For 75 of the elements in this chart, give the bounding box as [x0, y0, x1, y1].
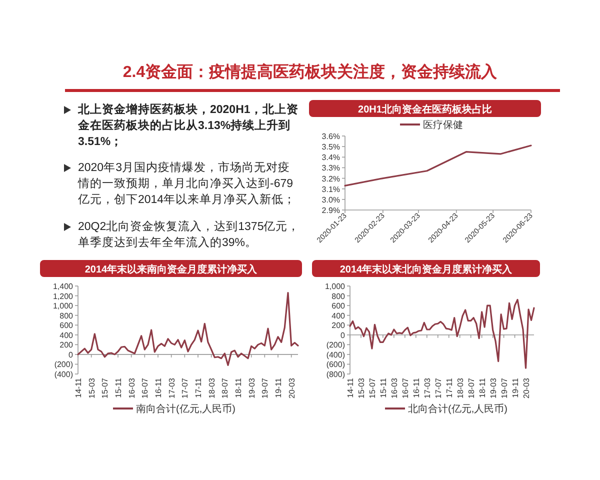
- y-tick-label: 800: [332, 292, 346, 301]
- y-tick-label: (200): [54, 360, 74, 370]
- x-tick-label: 19-11: [274, 377, 283, 398]
- chart-title: 2014年末以来北向资金月度累计净买入: [340, 264, 514, 276]
- y-tick-label: 1,000: [324, 282, 346, 291]
- x-tick-label: 16-07: [400, 377, 410, 398]
- x-tick-label: 16-03: [390, 377, 399, 398]
- chart-title: 2014年末以来南向资金月度累计净买入: [84, 264, 258, 276]
- text: 2020年3月国内疫情爆发，市场尚无对疫情的一致预期，单月北向净买入达到-679亿元，创下2014年以来单月净买入新低；: [78, 162, 296, 206]
- legend-label: 北向合计(亿元,人民币): [408, 403, 508, 415]
- x-tick-label: 15-07: [100, 377, 110, 398]
- x-tick-label: 14-11: [74, 377, 83, 398]
- x-tick-label: 18-07: [466, 377, 476, 398]
- y-tick-label: 3.0%: [322, 195, 340, 204]
- y-tick-label: 400: [60, 330, 74, 340]
- y-tick-label: 200: [332, 321, 346, 330]
- y-tick-label: 3.5%: [322, 142, 340, 152]
- x-tick-label: 18-07: [220, 377, 230, 398]
- y-tick-label: 3.4%: [322, 153, 340, 162]
- x-tick-label: 17-07: [434, 377, 443, 398]
- x-tick-label: 15-03: [356, 377, 366, 398]
- y-tick-label: 3.6%: [322, 132, 340, 141]
- x-tick-label: 19-07: [260, 377, 270, 398]
- x-tick-label: 19-11: [510, 377, 520, 398]
- y-tick-label: (400): [54, 370, 74, 379]
- x-tick-label: 19-07: [500, 377, 509, 398]
- y-tick-label: 1,200: [52, 292, 74, 301]
- x-tick-label: 18-11: [234, 377, 243, 398]
- line-series: [344, 144, 532, 186]
- x-tick-label: 16-07: [140, 377, 150, 398]
- x-tick-label: 17-03: [422, 377, 432, 398]
- text: 2.4资金面：疫情提高医药板块关注度，资金持续流入: [122, 62, 498, 83]
- x-tick-label: 17-11: [444, 377, 454, 398]
- legend-label: 南向合计(亿元,人民币): [136, 403, 236, 415]
- y-tick-label: 3.1%: [322, 184, 340, 194]
- text: 北上资金增持医药板块，2020H1，北上资金在医药板块的占比从3.13%持续上升到3.51%；: [78, 104, 298, 148]
- line-series: [349, 298, 535, 369]
- x-tick-label: 18-03: [456, 377, 465, 398]
- y-tick-label: 400: [332, 311, 346, 320]
- x-tick-label: 17-11: [194, 377, 203, 398]
- line-series: [77, 292, 299, 366]
- x-tick-label: 15-11: [114, 377, 123, 398]
- x-tick-label: 16-11: [412, 377, 421, 398]
- y-tick-label: 600: [332, 302, 346, 311]
- x-tick-label: 19-03: [247, 377, 256, 398]
- y-tick-label: 1,000: [52, 302, 74, 311]
- y-tick-label: 3.2%: [322, 174, 340, 184]
- y-tick-label: (800): [326, 370, 346, 379]
- x-tick-label: 20-03: [522, 377, 531, 398]
- x-tick-label: 19-03: [488, 377, 498, 398]
- x-tick-label: 17-03: [167, 377, 176, 398]
- x-tick-label: 15-11: [378, 377, 388, 398]
- y-tick-label: 0: [340, 330, 346, 340]
- y-tick-label: (200): [326, 340, 346, 350]
- x-tick-label: 17-07: [180, 377, 190, 398]
- text: 20Q2北向资金恢复流入，达到1375亿元，单季度达到去年全年流入的39%。: [78, 220, 300, 249]
- x-tick-label: 15-07: [368, 377, 377, 398]
- y-tick-label: 2.9%: [322, 206, 340, 215]
- y-tick-label: 0: [68, 350, 74, 360]
- y-tick-label: 800: [60, 311, 74, 320]
- x-tick-label: 15-03: [87, 377, 96, 398]
- y-tick-label: 1,400: [52, 282, 74, 291]
- legend-label: 医疗保健: [423, 119, 463, 131]
- chart-title: 20H1北向资金在医药板块占比: [358, 104, 492, 116]
- y-tick-label: (600): [326, 360, 346, 370]
- y-tick-label: 600: [60, 321, 74, 330]
- x-tick-label: 18-03: [207, 377, 216, 398]
- y-tick-label: (400): [326, 350, 346, 360]
- x-tick-label: 20-03: [287, 377, 296, 398]
- x-tick-label: 16-03: [127, 377, 136, 398]
- y-tick-label: 200: [60, 340, 74, 350]
- x-tick-label: 18-11: [478, 377, 487, 398]
- x-tick-label: 14-11: [346, 377, 355, 398]
- x-tick-label: 16-11: [154, 377, 163, 398]
- y-tick-label: 3.3%: [322, 164, 340, 173]
